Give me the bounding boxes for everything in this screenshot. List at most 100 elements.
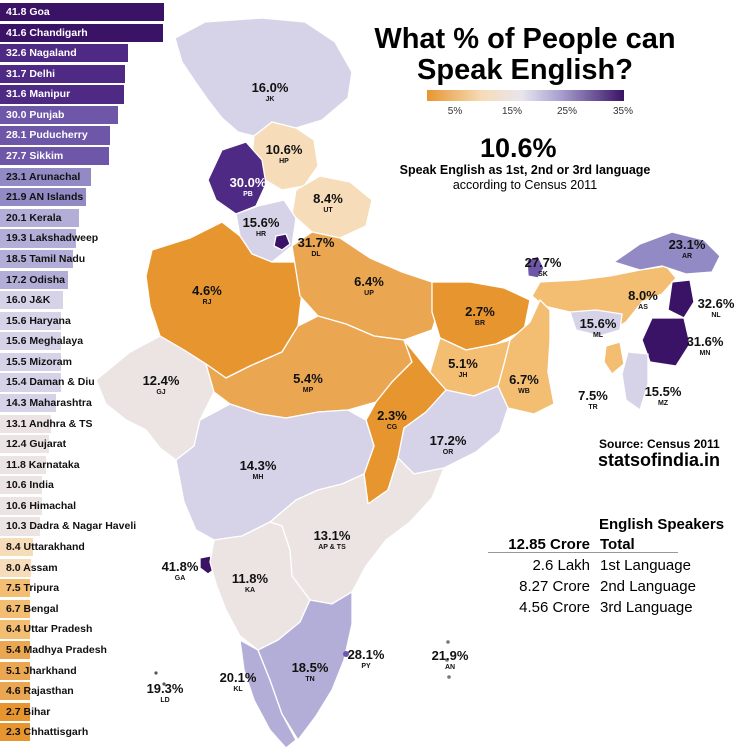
speakers-label: 2nd Language [600, 578, 696, 595]
ranking-bar-label: 2.7 Bihar [6, 705, 51, 718]
map-label-pb: 30.0% PB [229, 175, 267, 198]
ranking-bar-fill [0, 126, 111, 145]
headline-value: 10.6% [480, 133, 557, 163]
ranking-bar-label: 7.5 Tripura [6, 582, 60, 595]
state-as [531, 265, 677, 333]
ranking-bar-fill [0, 208, 79, 227]
ranking-bar-fill [0, 558, 32, 577]
ranking-bar-fill [0, 229, 76, 248]
ranking-bar: 2.7 Bihar [0, 702, 170, 721]
speakers-value: 4.56 Crore [519, 599, 590, 616]
ranking-bar: 10.6 Himachal [0, 496, 170, 516]
ranking-bar-fill [0, 105, 118, 125]
state-mz [621, 351, 649, 411]
ranking-bar: 31.7 Delhi [0, 64, 170, 83]
map-label-ka: 11.8% KA [231, 571, 269, 594]
ranking-bar-fill [0, 249, 73, 269]
map-label-ga: 41.8% GA [161, 559, 199, 582]
ranking-bar-label: 10.3 Dadra & Nagar Haveli [6, 520, 137, 533]
ranking-bar: 23.1 Arunachal [0, 167, 170, 186]
ranking-bar: 15.4 Daman & Diu [0, 373, 170, 392]
speakers-value: 2.6 Lakh [532, 557, 590, 574]
ranking-bar: 4.6 Rajasthan [0, 682, 170, 701]
speakers-label: Total [600, 536, 635, 553]
ranking-bar-label: 5.1 Jharkhand [6, 664, 77, 677]
ranking-bar-label: 21.9 AN Islands [6, 191, 84, 204]
ranking-bar-label: 6.4 Uttar Pradesh [6, 623, 93, 636]
ranking-bar: 21.9 AN Islands [0, 188, 170, 207]
map-label-rj: 4.6% RJ [192, 283, 222, 306]
ranking-bar-fill [0, 64, 125, 83]
ranking-bar: 5.4 Madhya Pradesh [0, 640, 170, 660]
speakers-value: 8.27 Crore [519, 578, 590, 595]
state-or [397, 385, 509, 475]
ranking-bar-label: 12.4 Gujarat [6, 438, 67, 451]
map-label-ml: 15.6% ML [579, 316, 617, 339]
ranking-bar: 13.1 Andhra & TS [0, 414, 170, 433]
ranking-bar-label: 20.1 Kerala [6, 211, 62, 224]
ranking-bar-fill [0, 188, 87, 207]
speakers-label: 1st Language [600, 557, 691, 574]
state-dl [273, 233, 291, 251]
ranking-bar-fill [0, 640, 30, 660]
map-label-jh: 5.1% JH [448, 356, 478, 379]
map-label-ar: 23.1% AR [668, 237, 706, 260]
ranking-bar: 12.4 Gujarat [0, 435, 170, 454]
speakers-label: 3rd Language [600, 599, 693, 616]
legend-tick: 25% [556, 106, 578, 117]
state-nl [667, 279, 695, 319]
headline-line2: according to Census 2011 [452, 178, 598, 192]
ranking-bar-fill [0, 414, 52, 433]
ranking-bar-label: 17.2 Odisha [6, 273, 65, 286]
state-ut [291, 175, 373, 239]
ranking-bar-label: 8.4 Uttarakhand [6, 541, 85, 554]
site-name: statsofindia.in [598, 450, 721, 470]
ranking-bar: 6.4 Uttar Pradesh [0, 620, 170, 639]
ranking-bar-fill [0, 476, 42, 495]
state-ml [569, 309, 623, 337]
speakers-heading: English Speakers [599, 516, 725, 533]
map-label-kl: 20.1% KL [219, 670, 257, 693]
ranking-bar-label: 11.8 Karnataka [6, 458, 80, 471]
ranking-bar-label: 4.6 Rajasthan [6, 685, 74, 698]
map-label-hp: 10.6% HP [265, 142, 303, 165]
map-label-mn: 31.6% MN [686, 334, 724, 357]
ranking-bar-fill [0, 85, 125, 104]
state-pb [207, 141, 267, 215]
ranking-bar-label: 2.3 Chhattisgarh [6, 726, 89, 739]
ranking-bar-fill [0, 599, 30, 618]
ranking-bar: 32.6 Nagaland [0, 44, 170, 63]
ranking-bar-fill [0, 496, 42, 516]
ranking-bar: 14.3 Maharashtra [0, 393, 170, 413]
ranking-bar-fill [0, 3, 165, 22]
andaman-dot [446, 640, 450, 644]
state-br [431, 281, 531, 351]
ranking-bar-label: 6.7 Bengal [6, 602, 59, 615]
ranking-bar-fill [0, 270, 68, 289]
ranking-bar-label: 10.6 India [6, 479, 54, 492]
andaman-dot [447, 675, 451, 679]
ranking-bar-label: 15.6 Haryana [6, 314, 71, 327]
ranking-bar-fill [0, 332, 62, 351]
ranking-bar: 20.1 Kerala [0, 208, 170, 227]
ranking-bar: 5.1 Jharkhand [0, 661, 170, 680]
map-label-up: 6.4% UP [354, 274, 384, 297]
map-label-or: 17.2% OR [429, 433, 467, 456]
ranking-bar-fill [0, 620, 30, 639]
ranking-bar-fill [0, 352, 61, 372]
ranking-bar-fill [0, 167, 91, 186]
ranking-bar-fill [0, 291, 63, 310]
ranking-bar: 30.0 Punjab [0, 105, 170, 125]
map-label-hr: 15.6% HR [242, 215, 280, 238]
ranking-bar: 15.6 Haryana [0, 311, 170, 330]
ranking-bar: 8.0 Assam [0, 558, 170, 577]
speakers-divider [488, 552, 678, 553]
map-label-wb: 6.7% WB [509, 372, 539, 395]
state-ar [613, 231, 721, 275]
map-label-cg: 2.3% CG [377, 408, 407, 431]
state-jk [174, 17, 353, 137]
map-label-mh: 14.3% MH [239, 458, 277, 481]
ranking-bar: 8.4 Uttarakhand [0, 538, 170, 557]
state-sk [526, 255, 545, 279]
ranking-bar-label: 16.0 J&K [6, 294, 51, 307]
